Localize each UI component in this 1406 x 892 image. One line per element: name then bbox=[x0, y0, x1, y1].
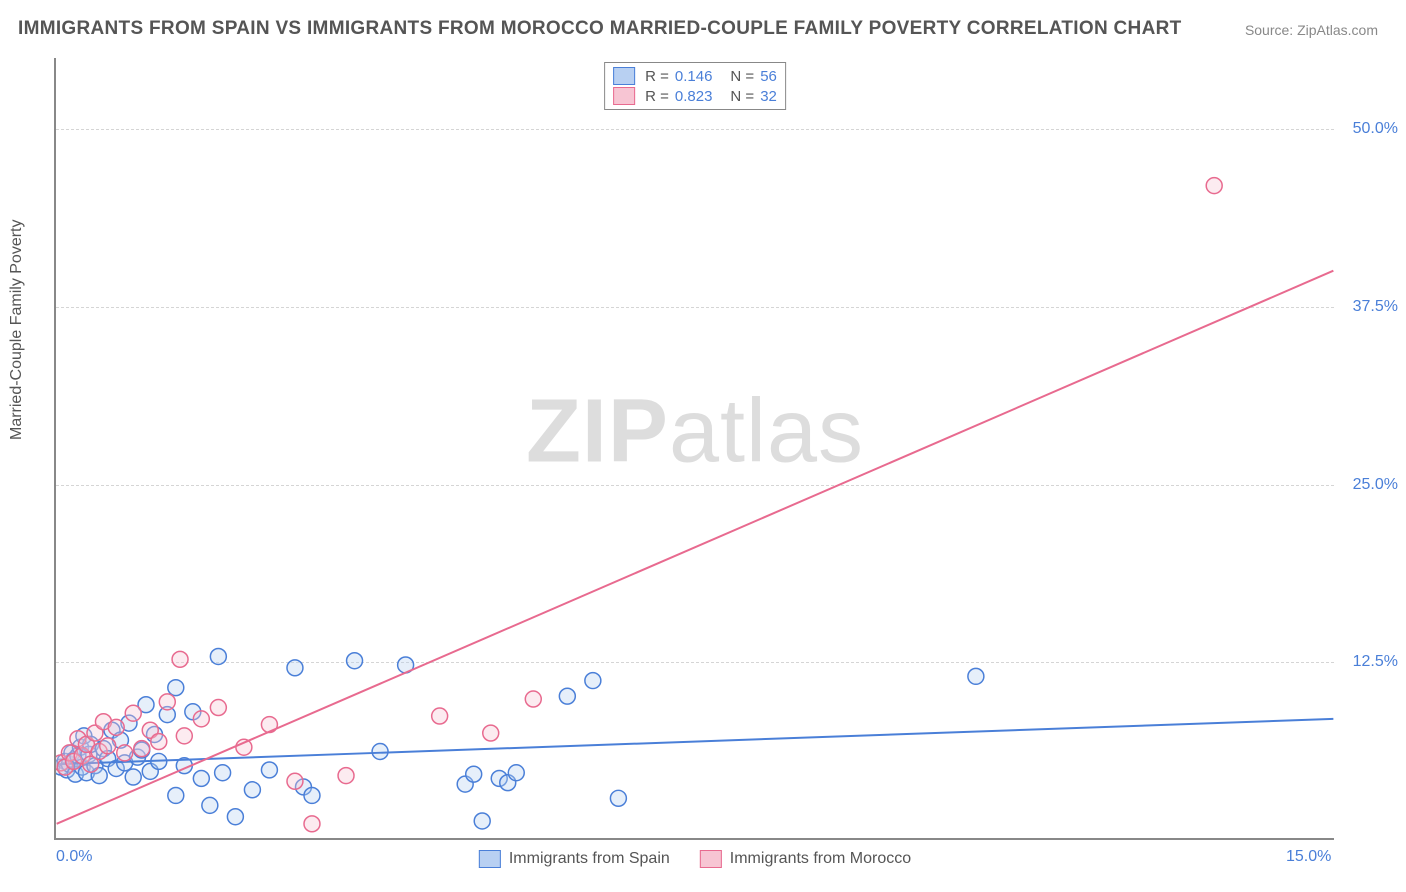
x-tick-label: 0.0% bbox=[56, 848, 92, 866]
source-label: Source: ZipAtlas.com bbox=[1245, 22, 1378, 38]
chart-title: IMMIGRANTS FROM SPAIN VS IMMIGRANTS FROM… bbox=[18, 18, 1182, 40]
legend-r-value-morocco: 0.823 bbox=[675, 88, 713, 105]
swatch-spain bbox=[613, 67, 635, 85]
correlation-legend: R = 0.146 N = 56 R = 0.823 N = 32 bbox=[604, 62, 786, 110]
swatch-morocco bbox=[613, 87, 635, 105]
y-axis-label: Married-Couple Family Poverty bbox=[8, 219, 26, 440]
data-point bbox=[125, 705, 141, 721]
data-point bbox=[210, 648, 226, 664]
swatch-spain bbox=[479, 850, 501, 868]
swatch-morocco bbox=[700, 850, 722, 868]
data-point bbox=[172, 651, 188, 667]
data-point bbox=[483, 725, 499, 741]
data-point bbox=[244, 782, 260, 798]
data-point bbox=[559, 688, 575, 704]
data-point bbox=[210, 700, 226, 716]
data-point bbox=[193, 711, 209, 727]
data-point bbox=[525, 691, 541, 707]
data-point bbox=[347, 653, 363, 669]
legend-row-morocco: R = 0.823 N = 32 bbox=[613, 86, 777, 106]
legend-n-value-morocco: 32 bbox=[760, 88, 777, 105]
data-point bbox=[193, 770, 209, 786]
data-point bbox=[202, 797, 218, 813]
legend-r-label: R = bbox=[645, 68, 669, 85]
data-point bbox=[176, 728, 192, 744]
data-point bbox=[227, 809, 243, 825]
data-point bbox=[134, 741, 150, 757]
data-point bbox=[466, 766, 482, 782]
data-point bbox=[304, 787, 320, 803]
chart-svg bbox=[56, 58, 1334, 838]
data-point bbox=[151, 734, 167, 750]
legend-item-spain: Immigrants from Spain bbox=[479, 850, 670, 868]
data-point bbox=[100, 738, 116, 754]
data-point bbox=[287, 660, 303, 676]
legend-n-label: N = bbox=[730, 68, 754, 85]
data-point bbox=[168, 787, 184, 803]
legend-n-label: N = bbox=[730, 88, 754, 105]
y-tick-label: 12.5% bbox=[1342, 653, 1398, 671]
y-tick-label: 25.0% bbox=[1342, 476, 1398, 494]
data-point bbox=[304, 816, 320, 832]
data-point bbox=[968, 668, 984, 684]
legend-n-value-spain: 56 bbox=[760, 68, 777, 85]
data-point bbox=[108, 719, 124, 735]
data-point bbox=[338, 768, 354, 784]
data-point bbox=[287, 773, 303, 789]
series-legend: Immigrants from Spain Immigrants from Mo… bbox=[479, 850, 911, 868]
legend-r-label: R = bbox=[645, 88, 669, 105]
legend-r-value-spain: 0.146 bbox=[675, 68, 713, 85]
data-point bbox=[125, 769, 141, 785]
data-point bbox=[585, 673, 601, 689]
data-point bbox=[117, 745, 133, 761]
data-point bbox=[159, 694, 175, 710]
data-point bbox=[215, 765, 231, 781]
legend-item-morocco: Immigrants from Morocco bbox=[700, 850, 911, 868]
legend-label-morocco: Immigrants from Morocco bbox=[730, 850, 911, 868]
legend-label-spain: Immigrants from Spain bbox=[509, 850, 670, 868]
data-point bbox=[474, 813, 490, 829]
data-point bbox=[610, 790, 626, 806]
legend-row-spain: R = 0.146 N = 56 bbox=[613, 66, 777, 86]
data-point bbox=[372, 744, 388, 760]
y-tick-label: 37.5% bbox=[1342, 298, 1398, 316]
data-point bbox=[261, 762, 277, 778]
x-tick-label: 15.0% bbox=[1286, 848, 1331, 866]
plot-area: ZIPatlas R = 0.146 N = 56 R = 0.823 N = … bbox=[54, 58, 1334, 840]
data-point bbox=[1206, 178, 1222, 194]
data-point bbox=[168, 680, 184, 696]
y-tick-label: 50.0% bbox=[1342, 120, 1398, 138]
data-point bbox=[432, 708, 448, 724]
data-point bbox=[508, 765, 524, 781]
